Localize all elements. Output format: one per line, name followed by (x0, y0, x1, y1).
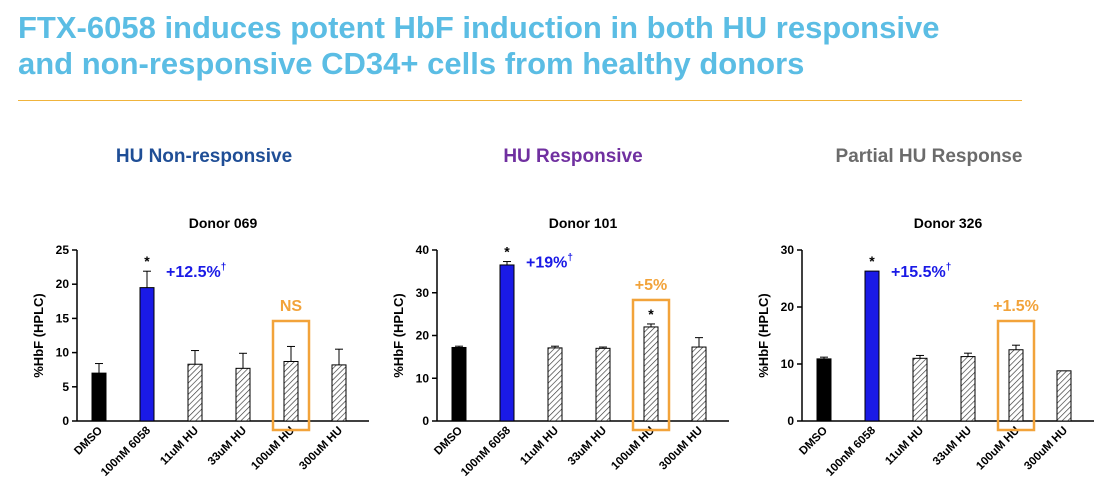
chart-donor-069: Donor 069 %HbF (HPLC) 0 5 10 15 20 25 DMSO100nM … (31, 215, 369, 479)
bar (283, 360, 299, 422)
significance-star: * (144, 253, 150, 269)
chart-title: Donor 101 (549, 215, 618, 231)
y-tick-label: 10 (781, 357, 795, 371)
x-tick-label: 33uM HU (566, 425, 609, 468)
panel-title-hu-non-responsive: HU Non-responsive (115, 146, 293, 167)
y-tick-label: 40 (416, 243, 430, 257)
bar (960, 356, 976, 422)
annotation-value: NS (280, 298, 303, 315)
annotation-dagger: † (221, 262, 227, 273)
bar (451, 346, 467, 422)
bar (91, 372, 107, 422)
annotation-label: +1.5% (993, 298, 1039, 315)
y-tick-label: 20 (781, 300, 795, 314)
slide-title-line-2: and non-responsive CD34+ cells from heal… (18, 46, 805, 81)
y-tick-label: 10 (56, 346, 70, 360)
annotation-label: +5% (635, 277, 667, 294)
panel-title-hu-responsive: HU Responsive (503, 146, 643, 167)
annotation-value: +15.5% (891, 264, 946, 281)
x-tick-label: 100nM 6058 (824, 424, 879, 479)
x-tick-label: 100uM HU (249, 425, 297, 473)
annotation-label: NS (280, 298, 303, 315)
bar (187, 363, 203, 422)
slide-title-line-1: FTX-6058 induces potent HbF induction in… (18, 10, 940, 45)
annotation-value: +1.5% (993, 298, 1039, 315)
title-divider (18, 100, 1022, 101)
x-tick-label: 33uM HU (931, 425, 974, 468)
x-tick-label: 300uM HU (297, 425, 345, 473)
y-tick-label: 10 (416, 371, 430, 385)
significance-star: * (869, 253, 875, 269)
y-tick-label: 0 (422, 414, 429, 428)
annotation-value: +5% (635, 277, 667, 294)
chart-title: Donor 326 (914, 215, 983, 231)
significance-star: * (648, 306, 654, 322)
y-tick-label: 0 (787, 414, 794, 428)
y-tick-label: 30 (781, 243, 795, 257)
annotation-dagger: † (946, 262, 952, 273)
bar (139, 287, 155, 422)
x-tick-label: 100nM 6058 (459, 424, 514, 479)
y-axis-label: %HbF (HPLC) (756, 293, 771, 378)
x-tick-label: 100uM HU (609, 425, 657, 473)
significance-star: * (504, 244, 510, 260)
x-tick-label: 300uM HU (657, 425, 705, 473)
y-axis-label: %HbF (HPLC) (391, 293, 406, 378)
x-tick-label: 11uM HU (518, 425, 561, 468)
y-tick-label: 20 (56, 277, 70, 291)
annotation-value: +12.5% (166, 264, 221, 281)
bar (235, 367, 251, 422)
x-tick-label: 11uM HU (158, 425, 201, 468)
y-tick-label: 25 (56, 243, 70, 257)
y-tick-label: 15 (56, 311, 70, 325)
y-tick-label: 5 (62, 380, 69, 394)
bar (547, 347, 563, 422)
bar (864, 270, 880, 422)
highlight-box (271, 319, 311, 432)
annotation-value: +19% (526, 255, 567, 272)
x-tick-label: 300uM HU (1022, 425, 1070, 473)
highlight-box (996, 319, 1036, 432)
highlight-box (631, 298, 671, 432)
x-tick-label: 100nM 6058 (99, 424, 154, 479)
bar (331, 364, 347, 422)
bar (816, 358, 832, 422)
y-axis-label: %HbF (HPLC) (31, 293, 46, 378)
annotation-label: +15.5%† (891, 262, 951, 281)
x-tick-label: 100uM HU (974, 425, 1022, 473)
panel-title-partial-hu-response: Partial HU Response (835, 146, 1023, 167)
x-tick-label: DMSO (432, 425, 465, 458)
bar (643, 326, 659, 422)
annotation-dagger: † (567, 253, 573, 264)
y-tick-label: 0 (62, 414, 69, 428)
bar (499, 264, 515, 422)
y-tick-label: 30 (416, 286, 430, 300)
x-tick-label: DMSO (797, 425, 830, 458)
chart-title: Donor 069 (189, 215, 258, 231)
bar (595, 347, 611, 422)
bar (1056, 370, 1072, 422)
y-tick-label: 20 (416, 329, 430, 343)
x-tick-label: DMSO (72, 425, 105, 458)
bar (912, 357, 928, 422)
bar (1008, 349, 1024, 422)
annotation-label: +12.5%† (166, 262, 226, 281)
annotation-label: +19%† (526, 253, 573, 272)
bar (691, 346, 707, 422)
slide-title: FTX-6058 induces potent HbF induction in… (18, 10, 1078, 82)
x-tick-label: 33uM HU (206, 425, 249, 468)
x-tick-label: 11uM HU (883, 425, 926, 468)
